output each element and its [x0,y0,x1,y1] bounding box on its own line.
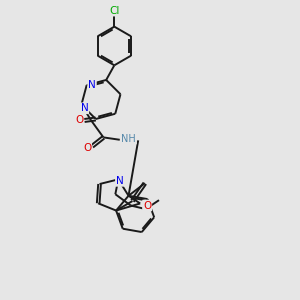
Text: O: O [83,143,91,153]
Text: N: N [80,103,88,113]
Text: N: N [88,80,96,90]
Text: O: O [143,200,151,211]
Text: NH: NH [121,134,136,144]
Text: N: N [116,176,124,186]
Text: O: O [75,116,83,125]
Text: Cl: Cl [109,6,119,16]
